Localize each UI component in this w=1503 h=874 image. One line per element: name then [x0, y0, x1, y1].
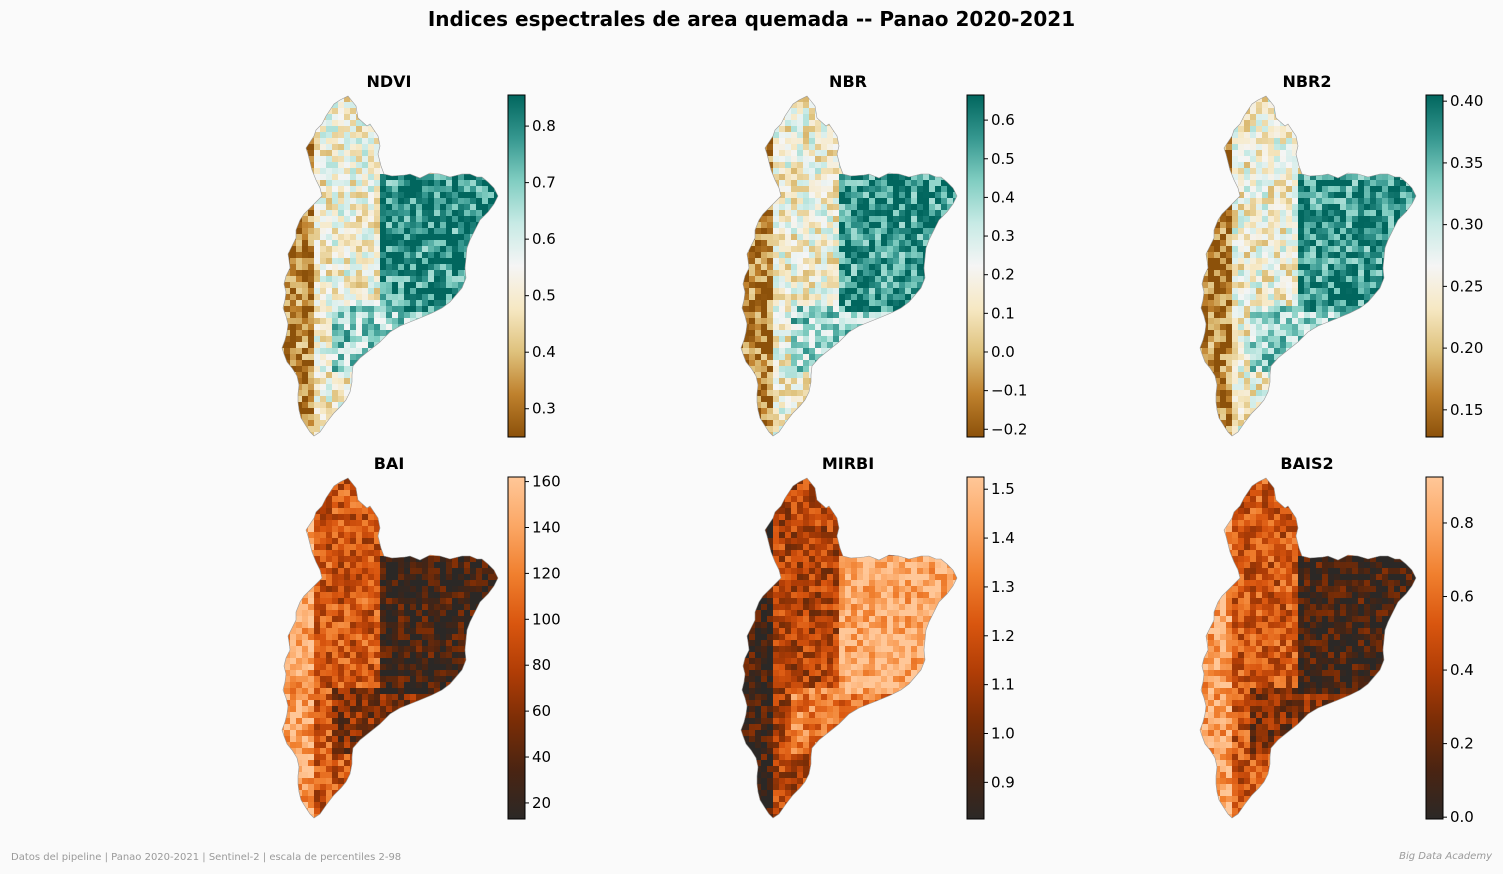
- bai-map-raster: [282, 478, 498, 818]
- ndvi-colorbar-tick-label: 0.4: [532, 343, 556, 361]
- nbr-title: NBR: [829, 72, 867, 91]
- bais2-map-outline: [1199, 477, 1417, 819]
- bai-colorbar-tick-label: 100: [532, 610, 561, 628]
- bais2-colorbar-tick-label: 0.2: [1450, 735, 1474, 753]
- panel-nbr2: NBR2 0.15 0.20 0.25 0.30 0.35 0.40: [1199, 72, 1483, 438]
- nbr2-colorbar-tick-label: 0.25: [1450, 277, 1483, 295]
- bai-colorbar-tick-label: 140: [532, 518, 561, 536]
- ndvi-colorbar-tick-label: 0.5: [532, 287, 556, 305]
- footer-credit: Big Data Academy: [1399, 851, 1492, 862]
- mirbi-colorbar-tick-label: 1.5: [991, 480, 1015, 498]
- nbr2-colorbar: [1425, 94, 1444, 438]
- panel-nbr: NBR −0.2 −0.1 0.0 0.1 0.2 0.3 0.4 0.5 0.6: [740, 72, 1027, 438]
- bai-colorbar-tick-label: 60: [532, 702, 551, 720]
- mirbi-colorbar-tick-label: 1.2: [991, 627, 1015, 645]
- panel-bai: BAI 20 40 60 80 100 120 140 160: [281, 454, 561, 820]
- panel-mirbi: MIRBI 0.9 1.0 1.1 1.2 1.3 1.4 1.5: [740, 454, 1015, 820]
- nbr2-colorbar-tick-label: 0.30: [1450, 216, 1483, 234]
- nbr-map-outline: [740, 95, 958, 437]
- figure-title: Indices espectrales de area quemada -- P…: [427, 7, 1076, 31]
- bai-map-outline: [281, 477, 499, 819]
- panel-bais2: BAIS2 0.0 0.2 0.4 0.6 0.8: [1199, 454, 1474, 826]
- footer-source-note: Datos del pipeline | Panao 2020-2021 | S…: [11, 852, 402, 863]
- bais2-colorbar: [1425, 476, 1444, 820]
- bai-colorbar: [507, 476, 526, 820]
- nbr2-colorbar-tick-label: 0.15: [1450, 401, 1483, 419]
- bais2-colorbar-tick-label: 0.4: [1450, 661, 1474, 679]
- mirbi-colorbar: [966, 476, 985, 820]
- bai-title: BAI: [374, 454, 405, 473]
- nbr-colorbar-tick-label: 0.2: [991, 266, 1015, 284]
- nbr2-map-raster: [1200, 96, 1416, 436]
- nbr-colorbar-tick-label: −0.2: [991, 420, 1027, 438]
- bais2-title: BAIS2: [1280, 454, 1333, 473]
- mirbi-colorbar-tick-label: 1.3: [991, 578, 1015, 596]
- nbr2-map-outline: [1199, 95, 1417, 437]
- ndvi-title: NDVI: [366, 72, 411, 91]
- bais2-colorbar-tick-label: 0.0: [1450, 808, 1474, 826]
- mirbi-colorbar-tick-label: 1.1: [991, 676, 1015, 694]
- mirbi-title: MIRBI: [822, 454, 874, 473]
- nbr-colorbar: [966, 94, 985, 438]
- mirbi-map-outline: [740, 477, 958, 819]
- mirbi-colorbar-tick-label: 1.0: [991, 725, 1015, 743]
- nbr2-colorbar-tick-label: 0.20: [1450, 339, 1483, 357]
- nbr-colorbar-tick-label: 0.3: [991, 227, 1015, 245]
- bai-colorbar-tick-label: 80: [532, 656, 551, 674]
- bai-colorbar-tick-label: 20: [532, 794, 551, 812]
- nbr-colorbar-tick-label: −0.1: [991, 382, 1027, 400]
- nbr-colorbar-tick-label: 0.4: [991, 188, 1015, 206]
- bai-colorbar-tick-label: 40: [532, 748, 551, 766]
- mirbi-map-raster: [741, 478, 957, 818]
- nbr2-colorbar-tick-label: 0.40: [1450, 92, 1483, 110]
- ndvi-map-raster: [282, 96, 498, 436]
- mirbi-colorbar-tick-label: 1.4: [991, 529, 1015, 547]
- panel-ndvi: NDVI 0.3 0.4 0.5 0.6 0.7 0.8: [281, 72, 556, 438]
- nbr-colorbar-tick-label: 0.0: [991, 343, 1015, 361]
- nbr-colorbar-tick-label: 0.6: [991, 111, 1015, 129]
- nbr-colorbar-tick-label: 0.5: [991, 150, 1015, 168]
- bais2-colorbar-tick-label: 0.8: [1450, 514, 1474, 532]
- bai-colorbar-tick-label: 120: [532, 564, 561, 582]
- ndvi-colorbar-tick-label: 0.8: [532, 117, 556, 135]
- nbr-map-raster: [741, 96, 957, 436]
- nbr2-title: NBR2: [1282, 72, 1331, 91]
- nbr-colorbar-tick-label: 0.1: [991, 304, 1015, 322]
- nbr2-colorbar-tick-label: 0.35: [1450, 154, 1483, 172]
- ndvi-colorbar: [507, 94, 526, 438]
- bai-colorbar-tick-label: 160: [532, 473, 561, 491]
- bais2-map-raster: [1200, 478, 1416, 818]
- ndvi-colorbar-tick-label: 0.6: [532, 230, 556, 248]
- ndvi-colorbar-tick-label: 0.7: [532, 174, 556, 192]
- bais2-colorbar-tick-label: 0.6: [1450, 588, 1474, 606]
- mirbi-colorbar-tick-label: 0.9: [991, 773, 1015, 791]
- ndvi-colorbar-tick-label: 0.3: [532, 400, 556, 418]
- ndvi-map-outline: [281, 95, 499, 437]
